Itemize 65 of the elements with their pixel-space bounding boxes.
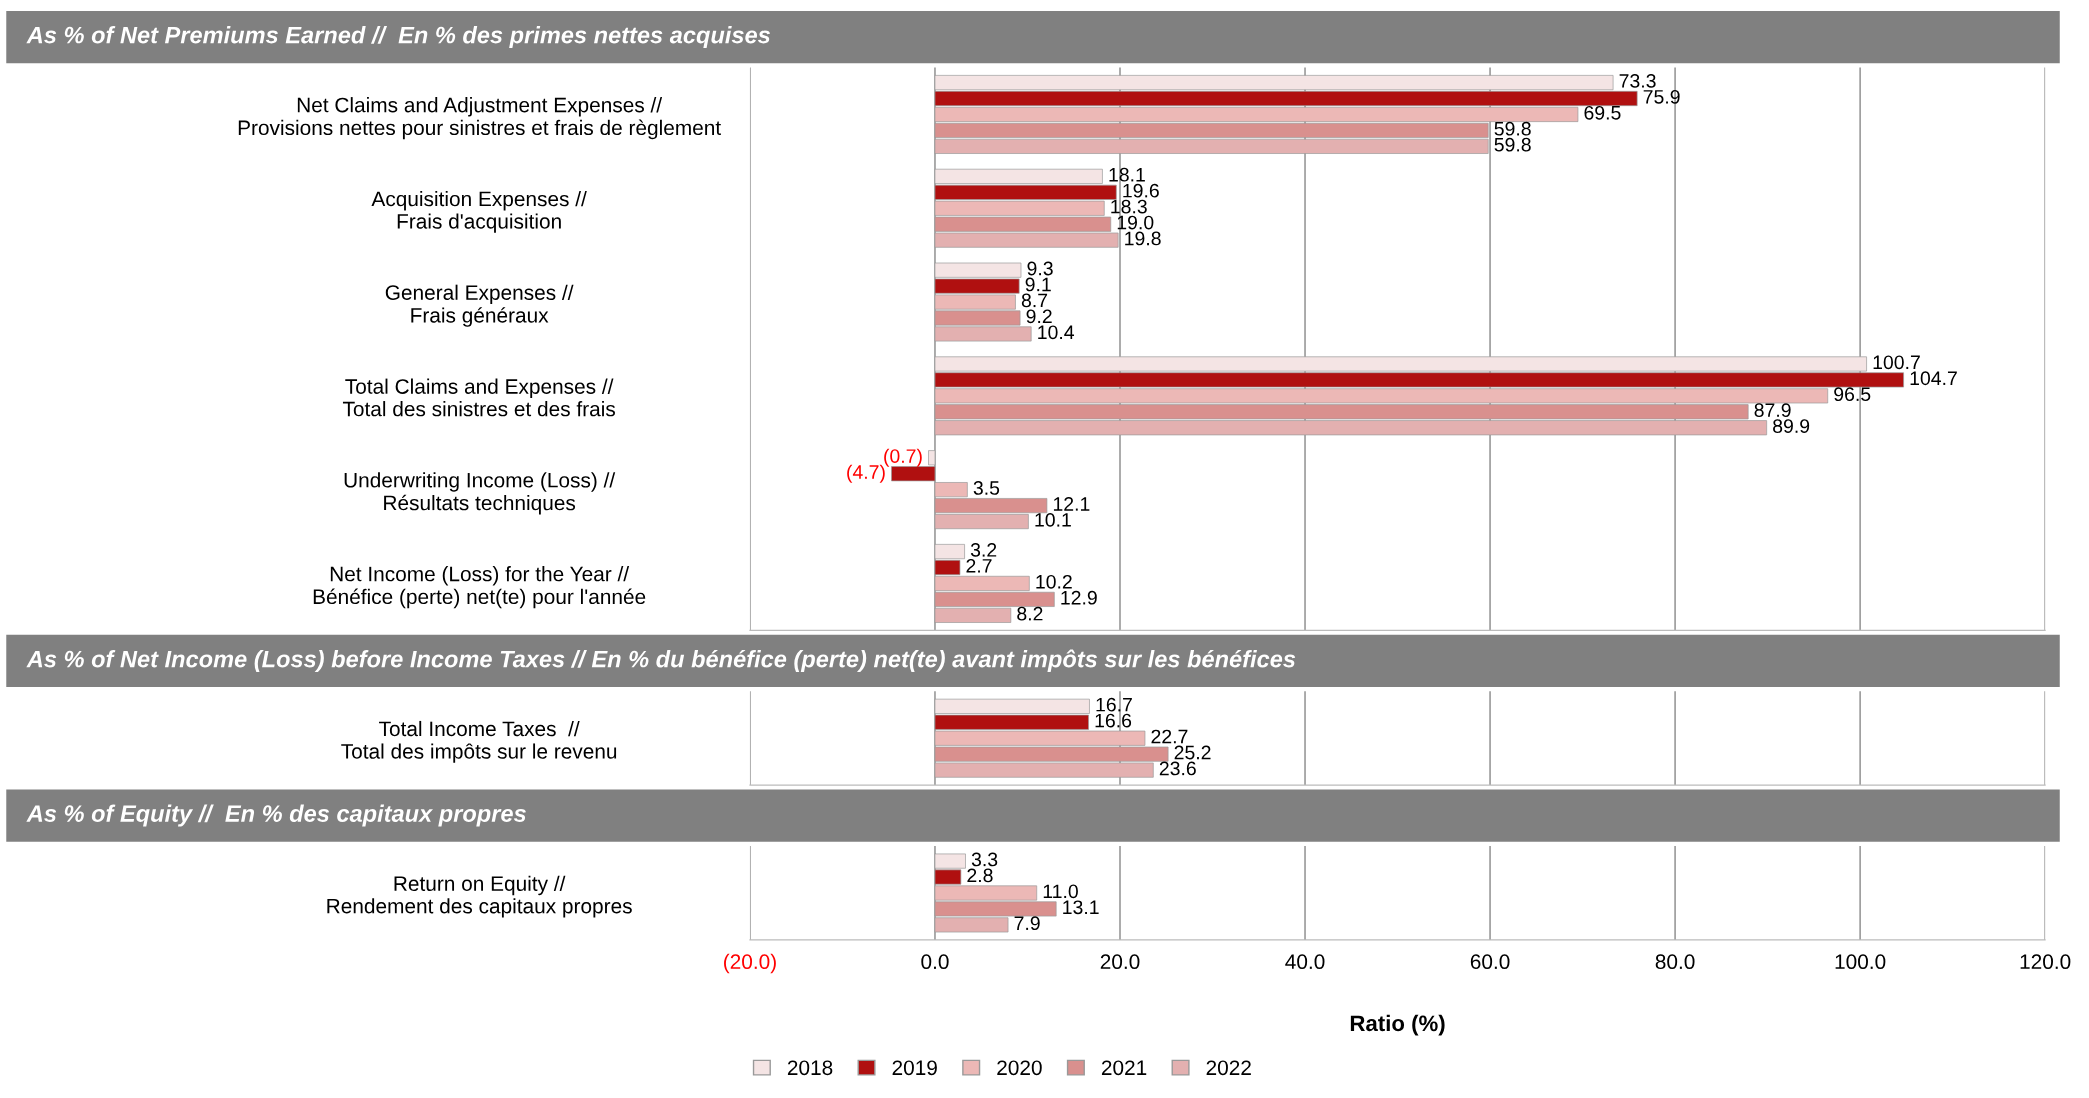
data-label: 13.1 — [1063, 900, 1099, 915]
data-label: 25.2 — [1174, 745, 1211, 760]
data-label: 73.3 — [1619, 74, 1656, 88]
text: As % of Net Premiums Earned // En % des primes nettes acquises — [26, 26, 770, 49]
data-label: 10.4 — [1038, 325, 1075, 340]
chart-title: As % of Net Income (Loss) before Income Taxes // En % du bénéfice (perte) net(te) avant impôts sur les bénéfices — [26, 649, 1296, 673]
y-tick-label: Total Income Taxes // Total des impôts sur le revenu — [341, 720, 617, 763]
legend-label: 2021 — [1101, 1060, 1147, 1076]
data-label: 75.9 — [1643, 89, 1680, 104]
x-tick-label: 0.0 — [921, 954, 949, 970]
data-label: 7.9 — [1014, 916, 1040, 931]
x-tick-label: 120.0 — [2020, 954, 2071, 970]
y-tick-label: Underwriting Income (Loss) // Résultats techniques — [344, 472, 616, 515]
data-label: 3.5 — [973, 481, 1000, 495]
data-label: 8.2 — [1017, 606, 1043, 621]
data-label: 16.6 — [1095, 713, 1132, 728]
data-label: 8.7 — [1021, 293, 1048, 308]
data-label: 12.9 — [1061, 590, 1097, 605]
x-tick-label: 60.0 — [1470, 954, 1510, 970]
text: As % of Equity // En % des capitaux propres — [26, 804, 526, 827]
y-tick-label: General Expenses // Frais généraux — [385, 284, 574, 327]
data-label: 69.5 — [1584, 105, 1621, 120]
data-label: 59.8 — [1494, 121, 1531, 136]
data-label: 12.1 — [1053, 497, 1090, 511]
legend-label: 2020 — [997, 1060, 1042, 1076]
data-label: 2.8 — [967, 868, 993, 883]
y-tick-label: Total Claims and Expenses // Total des sinistres et des frais — [342, 378, 615, 417]
y-tick-label: Return on Equity // Rendement des capitaux propres — [327, 875, 632, 918]
data-label: 9.2 — [1026, 309, 1052, 324]
data-label: 96.5 — [1834, 387, 1871, 402]
data-label: 10.1 — [1035, 512, 1071, 527]
data-label: 59.8 — [1494, 137, 1531, 152]
y-tick-label: Acquisition Expenses // Frais d'acquisition — [371, 191, 587, 233]
x-tick-label: 20.0 — [1100, 954, 1140, 970]
x-tick-label: (20.0) — [724, 953, 776, 974]
data-label: 11.0 — [1043, 884, 1078, 899]
data-label: 19.6 — [1123, 183, 1159, 198]
data-label: 3.2 — [970, 543, 997, 557]
legend-label: 2019 — [892, 1060, 937, 1076]
data-label: 19.0 — [1117, 215, 1154, 230]
data-label: 18.1 — [1109, 167, 1145, 182]
legend-label: 2018 — [787, 1060, 833, 1076]
data-label: 10.2 — [1036, 574, 1072, 589]
data-label: 19.8 — [1125, 231, 1161, 246]
data-label: 9.1 — [1025, 277, 1051, 292]
data-label: 3.3 — [971, 852, 998, 867]
data-label: 2.7 — [966, 558, 992, 573]
data-label: 9.3 — [1027, 261, 1053, 276]
data-label: 87.9 — [1754, 403, 1791, 418]
data-label: 89.9 — [1773, 419, 1810, 433]
data-label: (4.7) — [847, 464, 885, 483]
data-label: 104.7 — [1910, 371, 1957, 386]
x-tick-label: 40.0 — [1285, 954, 1325, 970]
x-axis-title: Ratio (%) — [1350, 1014, 1445, 1036]
x-tick-label: 80.0 — [1655, 954, 1695, 970]
data-label: (0.7) — [884, 448, 922, 467]
data-label: 100.7 — [1873, 355, 1920, 370]
y-tick-label: Net Income (Loss) for the Year // Bénéfice (perte) net(te) pour l'année — [313, 566, 646, 609]
data-label: 22.7 — [1151, 729, 1188, 744]
x-tick-label: 100.0 — [1835, 954, 1886, 970]
data-label: 18.3 — [1111, 199, 1147, 214]
legend-label: 2022 — [1206, 1060, 1251, 1076]
data-label: 16.7 — [1096, 697, 1132, 712]
y-tick-label: Net Claims and Adjustment Expenses // Provisions nettes pour sinistres et frais de règlement — [238, 97, 721, 140]
data-label: 23.6 — [1159, 761, 1196, 776]
